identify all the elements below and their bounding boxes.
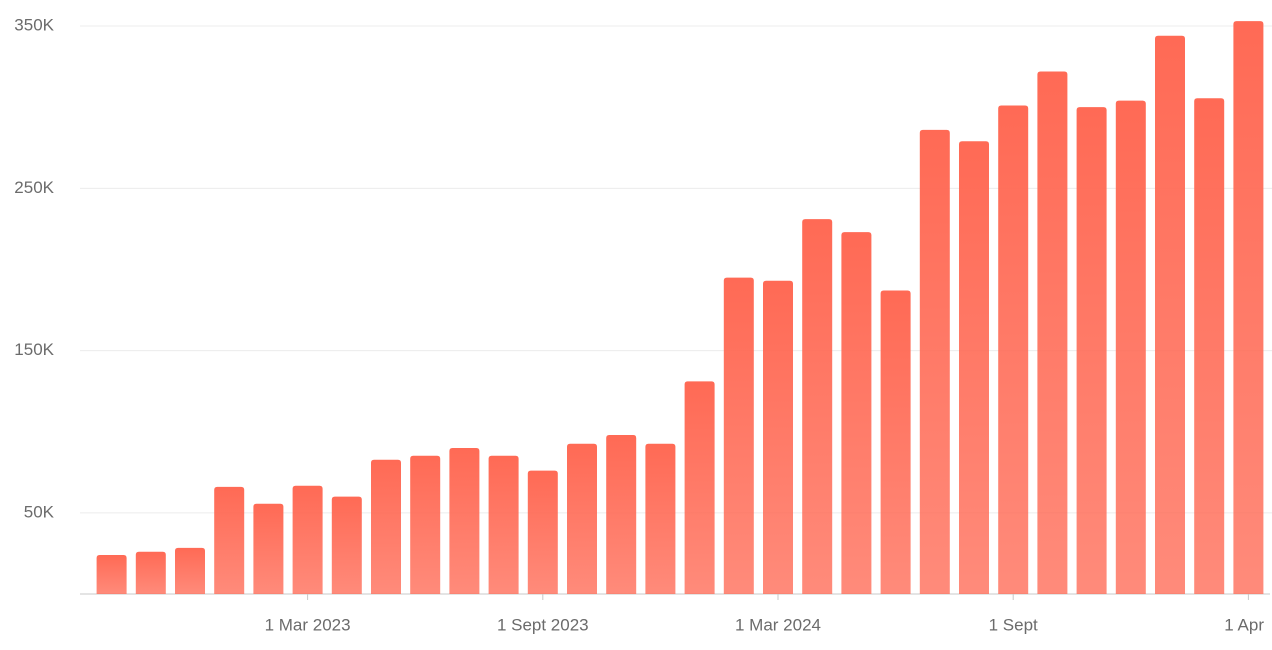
bar	[763, 280, 793, 594]
bar	[331, 496, 362, 594]
y-tick-label: 250K	[14, 178, 54, 197]
bar	[606, 434, 637, 594]
bar	[723, 277, 754, 594]
bar	[802, 219, 833, 594]
bar	[410, 455, 441, 594]
bar	[1037, 71, 1068, 595]
y-tick-label: 50K	[24, 502, 55, 521]
bar	[684, 381, 715, 594]
bar	[1155, 35, 1185, 595]
bar	[449, 447, 480, 594]
bar	[1076, 107, 1107, 594]
bar	[919, 129, 950, 595]
bar	[175, 547, 205, 594]
bar	[880, 290, 911, 594]
bar	[292, 485, 323, 594]
x-tick-label: 1 Apr	[1224, 615, 1264, 634]
bar	[998, 105, 1029, 594]
bar	[1115, 100, 1146, 594]
bar	[214, 486, 245, 594]
bar	[1194, 98, 1225, 594]
bar	[1233, 21, 1264, 595]
bar	[371, 459, 401, 594]
bar	[135, 551, 166, 594]
x-tick-label: 1 Mar 2024	[735, 615, 821, 634]
bar	[96, 555, 127, 594]
bar	[959, 141, 989, 594]
x-tick-label: 1 Mar 2023	[265, 615, 351, 634]
x-tick-label: 1 Sept 2023	[497, 615, 589, 634]
bar	[253, 503, 284, 594]
bar	[567, 443, 597, 594]
bar	[645, 443, 676, 594]
x-tick-label: 1 Sept	[989, 615, 1038, 634]
bar	[488, 455, 519, 594]
bar	[527, 470, 558, 594]
y-tick-label: 350K	[14, 16, 54, 35]
y-tick-label: 150K	[14, 340, 54, 359]
bar	[841, 232, 872, 595]
